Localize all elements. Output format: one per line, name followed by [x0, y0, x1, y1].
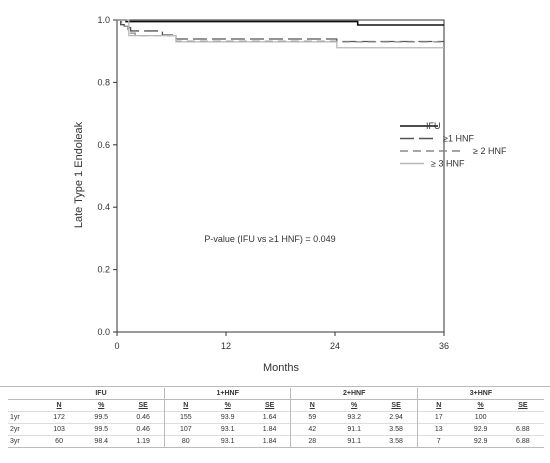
- table-cell: 7: [416, 435, 460, 448]
- table-cell: 100: [459, 411, 502, 424]
- column-header: %: [351, 402, 358, 409]
- table-cell: 155: [163, 411, 207, 424]
- risk-table-body: 1yr 172 99.5 0.46 155 93.9 1.64 59 93.2 2.94 17 100…: [8, 411, 544, 448]
- legend-label: IFU: [426, 121, 441, 131]
- x-tick-label: 12: [221, 341, 231, 351]
- plot-frame: [116, 19, 445, 333]
- corner-cell: [8, 388, 38, 400]
- column-header: %: [224, 402, 231, 409]
- table-cell: 92.9: [459, 423, 502, 436]
- table-cell: 98.4: [80, 435, 123, 448]
- table-top-divider: [0, 386, 550, 387]
- series-line: [117, 19, 444, 49]
- table-cell: 17: [416, 411, 460, 424]
- table-cell: 1.84: [248, 423, 291, 436]
- axis-ticks: 0 12 24 36 0.0 0.2 0.4 0.6 0.8 1.0: [97, 15, 449, 351]
- group-header: 2+HNF: [290, 388, 418, 400]
- group-header: IFU: [38, 388, 165, 400]
- survival-chart: 0 12 24 36 0.0 0.2 0.4 0.6 0.8 1.0 Late Type 1 En…: [73, 15, 507, 374]
- table-row: 3yr 60 98.4 1.19 80 93.1 1.84 28 91.1 3.58 7 92.9 6.…: [8, 435, 544, 448]
- table-cell: 93.1: [206, 423, 249, 436]
- column-header: SE: [518, 402, 528, 409]
- table-cell: 6.88: [501, 435, 544, 448]
- subheader-corner: [8, 400, 38, 412]
- table-cell: 13: [416, 423, 460, 436]
- table-cell: 0.46: [122, 423, 165, 436]
- table-cell: 3.58: [375, 435, 418, 448]
- legend-label: ≥1 HNF: [443, 134, 474, 144]
- y-tick-label: 0.8: [97, 77, 110, 87]
- column-header: SE: [138, 402, 148, 409]
- table-cell: 91.1: [333, 423, 376, 436]
- column-header: %: [477, 402, 484, 409]
- table-cell: 28: [290, 435, 334, 448]
- group-header: 1+HNF: [163, 388, 291, 400]
- table-cell: 1.64: [248, 411, 291, 424]
- column-header: SE: [391, 402, 401, 409]
- column-header: N: [163, 399, 207, 412]
- row-label: 3yr: [8, 435, 38, 448]
- table-cell: 2.94: [375, 411, 418, 424]
- y-axis-label: Late Type 1 Endoleak: [73, 121, 85, 228]
- group-header: 3+HNF: [416, 388, 544, 400]
- table-cell: 103: [38, 423, 81, 436]
- table-cell: 60: [38, 435, 81, 448]
- table-cell: 93.1: [206, 435, 249, 448]
- legend-label: ≥ 3 HNF: [431, 159, 465, 169]
- table-cell: 99.5: [80, 423, 123, 436]
- series-line: [117, 19, 444, 43]
- x-tick-label: 24: [330, 341, 340, 351]
- series-line: [117, 19, 444, 26]
- group-header-row: IFU 1+HNF 2+HNF 3+HNF: [8, 388, 544, 400]
- table-cell: 92.9: [459, 435, 502, 448]
- column-header: SE: [264, 402, 275, 409]
- table-cell: [501, 411, 544, 424]
- table-cell: 42: [290, 423, 334, 436]
- table-cell: 91.1: [333, 435, 376, 448]
- table-cell: 93.9: [206, 411, 249, 424]
- column-header: N: [56, 402, 62, 409]
- column-header: %: [98, 402, 105, 409]
- subheader-row: N% SE N% SE N% SE N% SE: [8, 399, 544, 412]
- table-cell: 107: [163, 423, 207, 436]
- x-axis-label: Months: [263, 362, 300, 374]
- y-tick-label: 0.6: [97, 140, 110, 150]
- table-cell: 172: [38, 411, 81, 424]
- table-cell: 99.5: [80, 411, 123, 424]
- column-header: N: [290, 399, 334, 412]
- column-header: N: [416, 399, 460, 412]
- table-row: 1yr 172 99.5 0.46 155 93.9 1.64 59 93.2 2.94 17 100: [8, 411, 544, 424]
- legend: IFU≥1 HNF ≥ 2 HNF ≥ 3 HNF: [400, 121, 507, 169]
- table-cell: 1.84: [248, 435, 291, 448]
- table-cell: 1.19: [122, 435, 165, 448]
- table-cell: 3.58: [375, 423, 418, 436]
- x-tick-label: 36: [439, 341, 449, 351]
- y-tick-label: 0.0: [97, 327, 110, 337]
- y-tick-label: 0.4: [97, 202, 110, 212]
- legend-label: ≥ 2 HNF: [473, 146, 507, 156]
- table-cell: 0.46: [122, 411, 165, 424]
- table-cell: 59: [290, 411, 334, 424]
- table-cell: 80: [163, 435, 207, 448]
- table-cell: 93.2: [333, 411, 376, 424]
- p-value-annotation: P-value (IFU vs ≥1 HNF) = 0.049: [204, 234, 335, 244]
- row-label: 1yr: [8, 411, 38, 424]
- x-tick-label: 0: [114, 341, 119, 351]
- y-tick-label: 1.0: [97, 15, 110, 25]
- plot-area-border: [116, 19, 445, 333]
- y-tick-label: 0.2: [97, 265, 110, 275]
- table-cell: 6.88: [501, 423, 544, 436]
- risk-table: IFU 1+HNF 2+HNF 3+HNF N% SE N% SE N% SE N% SE 1…: [8, 388, 544, 448]
- table-row: 2yr 103 99.5 0.46 107 93.1 1.84 42 91.1 3.58 13 92.…: [8, 423, 544, 436]
- row-label: 2yr: [8, 423, 38, 436]
- series-lines: [117, 19, 444, 49]
